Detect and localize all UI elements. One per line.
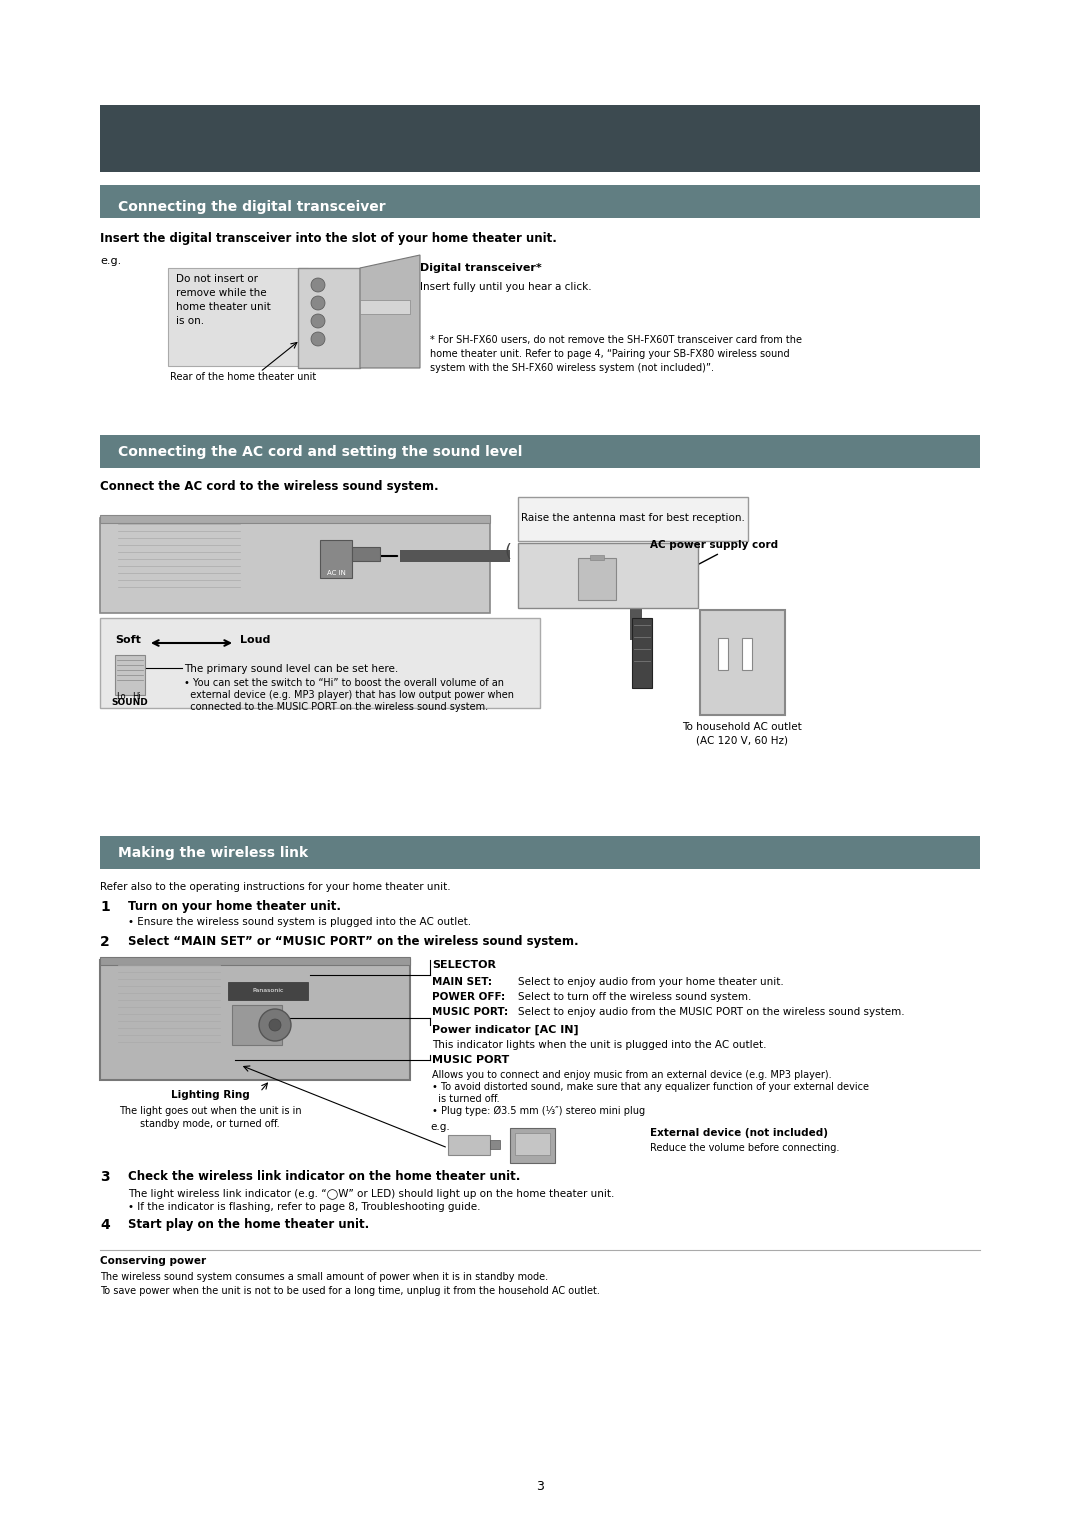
Bar [578, 558, 616, 601]
Text: Select “MAIN SET” or “MUSIC PORT” on the wireless sound system.: Select “MAIN SET” or “MUSIC PORT” on the… [129, 935, 579, 947]
Text: Allows you to connect and enjoy music from an external device (e.g. MP3 player).: Allows you to connect and enjoy music fr… [432, 1070, 832, 1080]
Circle shape [311, 296, 325, 310]
Text: connected to the MUSIC PORT on the wireless sound system.: connected to the MUSIC PORT on the wirel… [184, 701, 488, 712]
Text: MUSIC PORT:: MUSIC PORT: [432, 1007, 508, 1018]
Text: Insert the digital transceiver into the slot of your home theater unit.: Insert the digital transceiver into the … [100, 232, 557, 244]
Text: External device (not included): External device (not included) [650, 1128, 828, 1138]
Bar [100, 105, 980, 173]
Bar [352, 547, 380, 561]
Text: Connecting the AC cord and setting the sound level: Connecting the AC cord and setting the s… [118, 445, 523, 458]
Bar [518, 497, 748, 541]
Bar [100, 957, 410, 966]
Text: 4: 4 [100, 1218, 110, 1232]
Bar [718, 639, 728, 669]
Text: Digital transceiver*: Digital transceiver* [420, 263, 542, 274]
Bar [490, 1140, 500, 1149]
Bar [100, 836, 980, 869]
Bar [100, 960, 410, 1080]
Bar [590, 555, 604, 559]
Text: • If the indicator is flashing, refer to page 8, Troubleshooting guide.: • If the indicator is flashing, refer to… [129, 1203, 481, 1212]
Bar [518, 542, 698, 608]
Text: Lighting Ring: Lighting Ring [171, 1089, 249, 1100]
Text: Raise the antenna mast for best reception.: Raise the antenna mast for best receptio… [521, 513, 745, 523]
Text: • To avoid distorted sound, make sure that any equalizer function of your extern: • To avoid distorted sound, make sure th… [432, 1082, 869, 1093]
Bar [630, 550, 642, 640]
Bar [360, 299, 410, 313]
Text: The light goes out when the unit is in
standby mode, or turned off.: The light goes out when the unit is in s… [119, 1106, 301, 1129]
Text: 2: 2 [100, 935, 110, 949]
Text: Select to enjoy audio from your home theater unit.: Select to enjoy audio from your home the… [518, 976, 784, 987]
Bar [298, 267, 360, 368]
Text: Rear of the home theater unit: Rear of the home theater unit [170, 371, 316, 382]
Text: Loud: Loud [240, 636, 270, 645]
Bar [742, 639, 752, 669]
Circle shape [311, 313, 325, 329]
Text: • Plug type: Ø3.5 mm (⅓″) stereo mini plug: • Plug type: Ø3.5 mm (⅓″) stereo mini pl… [432, 1106, 645, 1117]
Text: • You can set the switch to “Hi” to boost the overall volume of an: • You can set the switch to “Hi” to boos… [184, 678, 504, 688]
Text: Power indicator [AC IN]: Power indicator [AC IN] [432, 1025, 579, 1036]
Polygon shape [360, 255, 420, 368]
Circle shape [311, 278, 325, 292]
Text: * For SH-FX60 users, do not remove the SH-FX60T transceiver card from the
home t: * For SH-FX60 users, do not remove the S… [430, 335, 802, 373]
Text: 1: 1 [100, 900, 110, 914]
Text: e.g.: e.g. [100, 257, 121, 266]
Text: Do not insert or
remove while the
home theater unit
is on.: Do not insert or remove while the home t… [176, 274, 271, 325]
Text: The light wireless link indicator (e.g. “◯W” or LED) should light up on the home: The light wireless link indicator (e.g. … [129, 1187, 615, 1199]
Text: Panasonic: Panasonic [253, 989, 284, 993]
Bar [100, 435, 980, 468]
Text: MAIN SET:: MAIN SET: [432, 976, 492, 987]
Text: ( ): ( ) [505, 542, 525, 561]
Bar [530, 550, 640, 562]
Bar [114, 656, 145, 695]
Text: 3: 3 [536, 1481, 544, 1493]
Bar [100, 185, 980, 219]
Circle shape [311, 332, 325, 345]
Text: MUSIC PORT: MUSIC PORT [432, 1054, 510, 1065]
Bar [232, 1005, 282, 1045]
Text: Connect the AC cord to the wireless sound system.: Connect the AC cord to the wireless soun… [100, 480, 438, 494]
Circle shape [269, 1019, 281, 1031]
Bar [228, 983, 308, 999]
Text: Check the wireless link indicator on the home theater unit.: Check the wireless link indicator on the… [129, 1170, 521, 1183]
Bar [400, 550, 510, 562]
Text: Soft: Soft [114, 636, 140, 645]
Bar [510, 1128, 555, 1163]
Bar [168, 267, 308, 367]
Text: Making the wireless link: Making the wireless link [118, 847, 308, 860]
Text: This indicator lights when the unit is plugged into the AC outlet.: This indicator lights when the unit is p… [432, 1041, 767, 1050]
Text: Insert fully until you hear a click.: Insert fully until you hear a click. [420, 283, 592, 292]
Text: Lo: Lo [116, 692, 125, 701]
Text: The primary sound level can be set here.: The primary sound level can be set here. [184, 665, 399, 674]
Text: Conserving power: Conserving power [100, 1256, 206, 1267]
Text: external device (e.g. MP3 player) that has low output power when: external device (e.g. MP3 player) that h… [184, 691, 514, 700]
Text: Connecting the digital transceiver: Connecting the digital transceiver [118, 200, 386, 214]
Text: Select to turn off the wireless sound system.: Select to turn off the wireless sound sy… [518, 992, 752, 1002]
Bar [320, 539, 352, 578]
Text: Hi: Hi [132, 692, 140, 701]
Text: Start play on the home theater unit.: Start play on the home theater unit. [129, 1218, 369, 1232]
Bar [515, 1132, 550, 1155]
Bar [100, 515, 490, 523]
Bar [100, 617, 540, 707]
Text: is turned off.: is turned off. [432, 1094, 500, 1105]
Text: POWER OFF:: POWER OFF: [432, 992, 505, 1002]
Text: Select to enjoy audio from the MUSIC PORT on the wireless sound system.: Select to enjoy audio from the MUSIC POR… [518, 1007, 905, 1018]
Text: SELECTOR: SELECTOR [432, 960, 496, 970]
Text: • Ensure the wireless sound system is plugged into the AC outlet.: • Ensure the wireless sound system is pl… [129, 917, 471, 927]
Text: Refer also to the operating instructions for your home theater unit.: Refer also to the operating instructions… [100, 882, 450, 892]
Text: Reduce the volume before connecting.: Reduce the volume before connecting. [650, 1143, 839, 1154]
Bar [632, 617, 652, 688]
Text: 3: 3 [100, 1170, 110, 1184]
Circle shape [259, 1008, 291, 1041]
Text: SOUND: SOUND [111, 698, 148, 707]
Bar [448, 1135, 490, 1155]
Text: AC IN: AC IN [326, 570, 346, 576]
Text: e.g.: e.g. [430, 1122, 449, 1132]
Bar [700, 610, 785, 715]
Text: Turn on your home theater unit.: Turn on your home theater unit. [129, 900, 341, 914]
Text: The wireless sound system consumes a small amount of power when it is in standby: The wireless sound system consumes a sma… [100, 1271, 599, 1296]
Text: To household AC outlet
(AC 120 V, 60 Hz): To household AC outlet (AC 120 V, 60 Hz) [683, 723, 801, 746]
Bar [100, 518, 490, 613]
Text: AC power supply cord: AC power supply cord [650, 539, 778, 550]
